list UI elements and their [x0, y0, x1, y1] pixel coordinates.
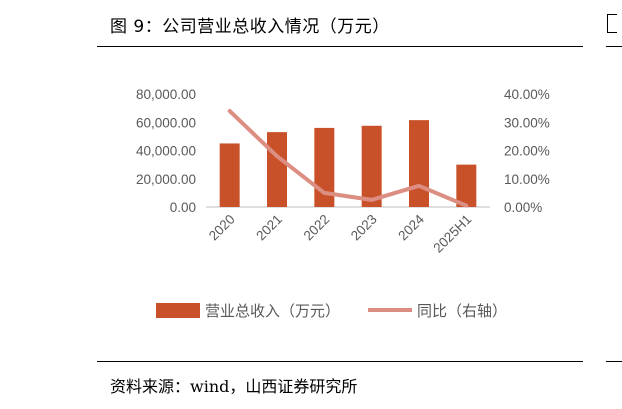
- source-divider: [97, 361, 583, 362]
- right-tick-label: 20.00%: [504, 144, 550, 159]
- revenue-bar: [361, 125, 382, 207]
- right-tick-label: 30.00%: [504, 115, 550, 130]
- x-tick-label: 2025H1: [430, 212, 474, 256]
- revenue-bar: [267, 132, 287, 207]
- revenue-bar: [219, 143, 240, 207]
- x-tick-label: 2024: [395, 211, 427, 243]
- adjacent-divider-top: [606, 46, 622, 47]
- x-axis-ticks: 2020 2021 2022 2023 2024 2025H1: [206, 211, 475, 255]
- left-tick-label: 40,000.00: [136, 144, 196, 159]
- adjacent-divider-bottom: [606, 361, 622, 362]
- yoy-line: [227, 109, 469, 208]
- legend-bar-swatch: [156, 303, 200, 318]
- adjacent-figure-edge: [607, 14, 617, 33]
- right-axis-ticks: 0.00% 10.00% 20.00% 30.00% 40.00%: [504, 87, 550, 215]
- x-tick-label: 2022: [301, 212, 333, 244]
- revenue-bar: [456, 164, 477, 207]
- right-tick-label: 10.00%: [504, 172, 550, 187]
- right-tick-label: 0.00%: [504, 200, 542, 215]
- legend-bar-label: 营业总收入（万元）: [205, 302, 340, 320]
- left-axis-ticks: 0.00 20,000.00 40,000.00 60,000.00 80,000.00: [136, 87, 196, 215]
- revenue-bar: [409, 120, 429, 207]
- right-tick-label: 40.00%: [504, 87, 550, 102]
- left-tick-label: 0.00: [170, 200, 196, 215]
- left-tick-label: 60,000.00: [136, 115, 196, 130]
- left-tick-label: 80,000.00: [136, 87, 196, 102]
- legend-line-label: 同比（右轴）: [417, 302, 507, 320]
- x-tick-label: 2023: [348, 212, 380, 244]
- chart-legend: 营业总收入（万元） 同比（右轴）: [156, 302, 507, 320]
- x-tick-label: 2020: [206, 212, 238, 244]
- x-tick-label: 2021: [253, 212, 285, 244]
- source-note: 资料来源：wind，山西证券研究所: [110, 377, 358, 396]
- title-divider: [97, 46, 583, 47]
- figure-title: 图 9：公司营业总收入情况（万元）: [110, 17, 390, 37]
- left-tick-label: 20,000.00: [136, 172, 196, 187]
